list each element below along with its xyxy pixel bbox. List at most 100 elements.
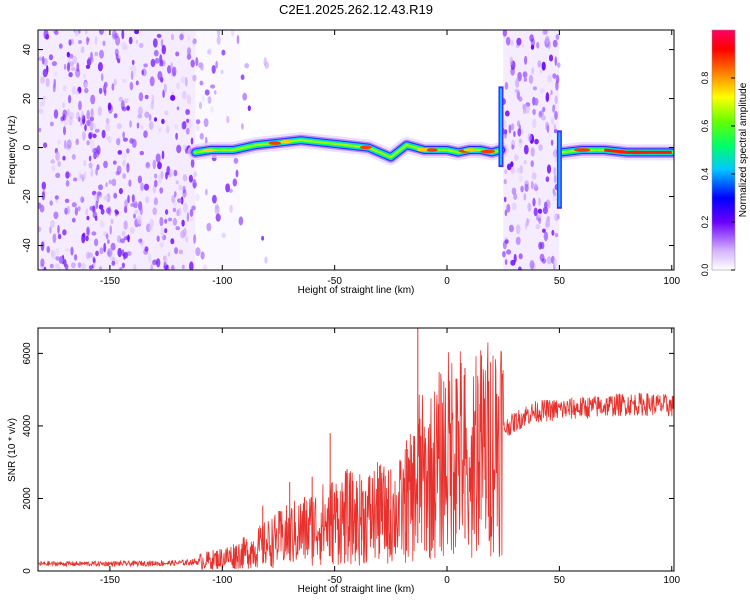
noise-blob (123, 220, 128, 230)
noise-blob (133, 263, 137, 270)
noise-blob (85, 235, 89, 242)
noise-blob (68, 94, 72, 104)
noise-blob (546, 164, 552, 174)
noise-blob (71, 202, 77, 208)
noise-blob (233, 157, 239, 164)
noise-blob (92, 133, 97, 139)
noise-blob (522, 104, 527, 115)
noise-blob (86, 226, 90, 235)
spectrogram-xlabel: Height of straight line (km) (298, 285, 415, 296)
noise-blob (137, 106, 143, 116)
snr-panel: -150 -100 -50 0 50 100 0 2000 4000 6000 Height of… (7, 327, 681, 595)
noise-blob (115, 259, 119, 264)
noise-blob (183, 203, 188, 213)
noise-blob (110, 218, 114, 225)
noise-blob (111, 260, 116, 266)
noise-blob (127, 194, 130, 204)
noise-blob (131, 65, 137, 75)
noise-blob (242, 92, 248, 101)
noise-blob (80, 120, 83, 127)
noise-blob (156, 258, 161, 268)
noise-blob (83, 171, 87, 180)
noise-blob (521, 43, 525, 48)
noise-blob (97, 106, 102, 116)
noise-blob (546, 256, 552, 265)
noise-blob (165, 209, 169, 215)
noise-blob (160, 38, 164, 48)
spectrogram-frame (37, 29, 675, 271)
noise-blob (204, 89, 210, 96)
noise-blob (508, 124, 512, 134)
noise-blob (555, 34, 560, 40)
noise-blob (145, 196, 150, 204)
noise-blob (57, 266, 62, 270)
noise-blob (43, 58, 48, 66)
noise-blob (139, 206, 143, 216)
noise-blob (513, 130, 516, 138)
noise-blob (92, 256, 96, 263)
noise-blob (161, 150, 165, 160)
noise-blob (42, 68, 48, 78)
noise-blob (55, 172, 61, 179)
snr-marks (38, 328, 674, 571)
noise-blob (111, 83, 115, 91)
noise-blob (67, 62, 70, 72)
noise-blob (543, 231, 549, 242)
noise-blob (57, 224, 60, 234)
noise-blob (174, 124, 179, 130)
noise-blob (99, 49, 104, 59)
noise-blob (221, 49, 226, 56)
noise-blob (81, 233, 86, 244)
noise-blob (98, 87, 103, 95)
x-tick-label: -50 (327, 575, 342, 586)
noise-blob (136, 122, 140, 129)
noise-blob (228, 188, 233, 193)
noise-blob (553, 166, 556, 175)
noise-blob (143, 63, 148, 68)
noise-blob (77, 262, 82, 268)
noise-blob (64, 247, 70, 252)
noise-blob (554, 110, 558, 120)
colorbar-tick-label: 0.8 (700, 72, 710, 85)
noise-blob (163, 261, 167, 267)
noise-blob (107, 248, 112, 258)
noise-blob (75, 138, 79, 146)
noise-blob (134, 209, 139, 214)
noise-blob (90, 94, 96, 105)
noise-blob (113, 33, 119, 39)
noise-blob (176, 106, 180, 111)
noise-blob (182, 90, 187, 100)
noise-blob (530, 180, 534, 190)
x-tick-label: -100 (212, 276, 232, 287)
y-tick-label: 20 (22, 93, 33, 105)
noise-blob (506, 163, 512, 171)
noise-blob (232, 178, 237, 187)
noise-blob (553, 258, 557, 267)
noise-blob (190, 158, 195, 168)
noise-blob (94, 128, 100, 133)
noise-blob (199, 80, 204, 86)
noise-blob (187, 34, 190, 42)
noise-blob (108, 179, 113, 185)
noise-blob (506, 203, 511, 213)
noise-blob (159, 216, 164, 227)
noise-blob (129, 65, 133, 71)
noise-blob (523, 144, 529, 155)
y-tick-label: 0 (22, 568, 33, 574)
noise-blob (231, 30, 235, 37)
noise-blob (94, 51, 99, 57)
noise-blob (520, 185, 524, 193)
noise-blob (170, 33, 175, 41)
noise-blob (261, 235, 264, 241)
noise-blob (169, 168, 174, 177)
noise-blob (54, 247, 60, 256)
noise-blob (46, 246, 51, 253)
noise-blob (70, 66, 76, 72)
noise-blob (149, 76, 155, 87)
noise-blob (164, 218, 168, 224)
noise-blob (214, 203, 219, 210)
noise-blob (531, 67, 535, 75)
noise-blob (77, 206, 81, 212)
noise-blob (502, 250, 506, 258)
noise-blob (86, 36, 89, 46)
